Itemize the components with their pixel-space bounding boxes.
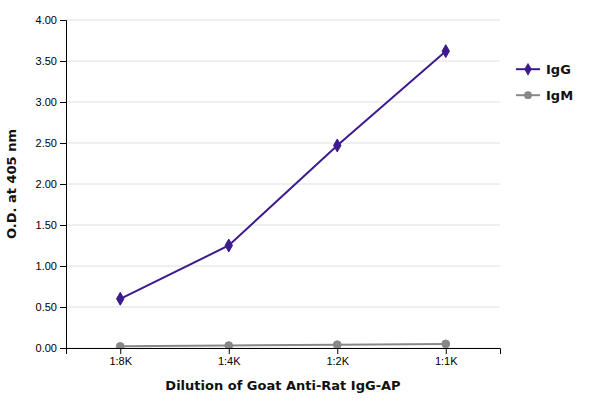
grid [66, 20, 500, 348]
y-axis: 0.00 0.50 1.00 1.50 2.00 2.50 3.00 3.50 4.00 [36, 14, 67, 354]
y-tick-label: 0.50 [36, 301, 57, 313]
y-tick: 2.50 [36, 137, 66, 149]
y-tick-label: 2.50 [36, 137, 57, 149]
grid-line [66, 20, 500, 21]
point [225, 342, 233, 348]
y-tick-mark [60, 61, 66, 62]
grid-line [66, 143, 500, 144]
grid-line [66, 266, 500, 267]
y-tick-mark [60, 102, 66, 103]
series-line [120, 51, 446, 299]
legend-symbol [524, 91, 532, 99]
point [116, 342, 124, 348]
y-tick-mark [60, 20, 66, 21]
x-tick-mark [229, 348, 230, 354]
y-tick-mark [60, 266, 66, 267]
y-tick-mark [60, 184, 66, 185]
point [225, 239, 232, 252]
x-tick-mark [337, 348, 338, 354]
grid-line [66, 102, 500, 103]
y-tick-mark [60, 307, 66, 308]
x-tick: 1:2K [326, 348, 349, 367]
x-axis-line [67, 349, 501, 355]
x-tick: 1:4K [218, 348, 241, 367]
x-axis-title: Dilution of Goat Anti-Rat IgG-AP [165, 378, 400, 393]
grid-line [66, 184, 500, 185]
y-axis-title: O.D. at 405 nm [4, 129, 19, 239]
y-tick-label: 4.00 [36, 14, 57, 26]
y-tick: 4.00 [36, 14, 66, 26]
chart: 0.00 0.50 1.00 1.50 2.00 2.50 3.00 3.50 4.00 1:8K… [0, 0, 600, 404]
y-tick: 2.00 [36, 178, 66, 190]
point [117, 292, 124, 305]
point [333, 341, 341, 348]
y-tick-label: 1.50 [36, 219, 57, 231]
series-line [120, 344, 446, 346]
x-tick: 1:8K [109, 348, 132, 367]
y-tick: 3.50 [36, 55, 66, 67]
plot: 0.00 0.50 1.00 1.50 2.00 2.50 3.00 3.50 4.00 1:8K… [36, 14, 501, 367]
legend-label: IgG [546, 62, 571, 77]
y-tick: 0.50 [36, 301, 66, 313]
point [442, 340, 450, 348]
grid-line [66, 225, 500, 226]
y-tick-label: 1.00 [36, 260, 57, 272]
x-tick-label: 1:8K [109, 355, 132, 367]
grid-line [66, 307, 500, 308]
legend-label: IgM [546, 88, 573, 103]
legend-symbol [524, 63, 531, 76]
y-tick-label: 3.50 [36, 55, 57, 67]
point [334, 139, 341, 152]
x-tick-label: 1:4K [218, 355, 241, 367]
x-tick-label: 1:2K [326, 355, 349, 367]
x-tick: 1:1K [435, 348, 458, 367]
marks [116, 45, 449, 348]
y-tick-label: 2.00 [36, 178, 57, 190]
y-tick: 0.00 [36, 342, 66, 354]
legend-item: IgM [516, 88, 573, 103]
x-axis: 1:8K 1:4K 1:2K 1:1K [67, 348, 501, 367]
y-tick-mark [60, 348, 66, 349]
y-axis-line [60, 21, 67, 349]
y-tick: 1.00 [36, 260, 66, 272]
legend-item: IgG [516, 62, 571, 77]
x-tick-mark [446, 348, 447, 354]
x-tick-mark [120, 348, 121, 354]
x-tick-label: 1:1K [435, 355, 458, 367]
y-tick-label: 0.00 [36, 342, 57, 354]
y-tick-mark [60, 143, 66, 144]
legend: IgG IgM [516, 62, 573, 103]
y-tick: 3.00 [36, 96, 66, 108]
point [442, 45, 449, 58]
y-tick-label: 3.00 [36, 96, 57, 108]
y-tick-mark [60, 225, 66, 226]
y-tick: 1.50 [36, 219, 66, 231]
